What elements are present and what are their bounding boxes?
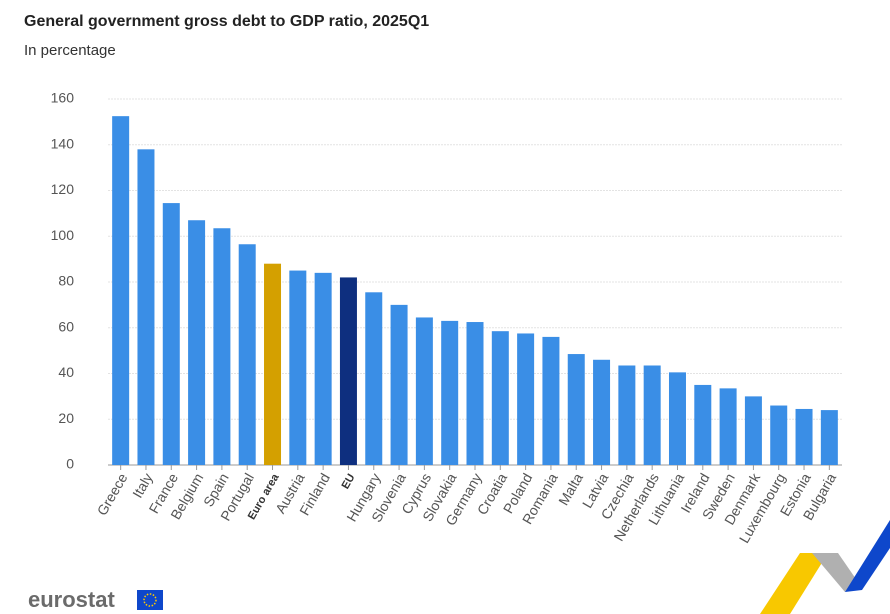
chart-title: General government gross debt to GDP rat… — [24, 13, 429, 30]
logo: eurostat — [28, 587, 163, 612]
decoration — [760, 520, 890, 614]
y-tick-label: 100 — [51, 227, 75, 243]
deco-blue — [845, 520, 890, 592]
bar — [744, 396, 762, 465]
bar — [314, 272, 332, 465]
bar — [188, 220, 206, 465]
x-tick-label: Greece — [94, 470, 131, 518]
bar — [770, 405, 788, 465]
bar — [593, 359, 611, 465]
bar — [213, 228, 231, 465]
y-tick-label: 60 — [58, 318, 74, 334]
deco-yellow — [760, 553, 828, 614]
bar — [162, 203, 180, 466]
bar — [390, 304, 408, 465]
y-tick-label: 140 — [51, 135, 75, 151]
bar — [643, 365, 661, 465]
bar — [466, 322, 484, 465]
bar — [339, 277, 357, 465]
bar — [238, 244, 256, 465]
bar — [618, 365, 636, 465]
logo-text: eurostat — [28, 587, 115, 612]
bar — [441, 320, 459, 465]
bar — [491, 331, 509, 465]
bar — [517, 333, 535, 465]
deco-grey — [812, 553, 858, 592]
bar — [264, 263, 282, 465]
bar — [415, 317, 433, 465]
bar — [567, 354, 585, 465]
bar — [112, 116, 130, 465]
bar — [795, 408, 813, 465]
bar — [694, 384, 712, 465]
y-tick-label: 20 — [58, 410, 74, 426]
bar — [137, 149, 155, 465]
bar — [289, 270, 307, 465]
y-tick-label: 120 — [51, 181, 75, 197]
eu-flag — [137, 590, 163, 610]
y-tick-label: 0 — [66, 456, 74, 472]
chart-subtitle: In percentage — [24, 42, 116, 59]
y-tick-label: 160 — [51, 90, 75, 106]
eu-stars — [143, 593, 157, 607]
bar — [719, 388, 737, 465]
bar — [668, 372, 686, 465]
y-tick-label: 40 — [58, 364, 74, 380]
bar — [820, 410, 838, 465]
bar — [542, 336, 560, 465]
bar — [365, 292, 383, 465]
x-tick-label: EU — [340, 472, 358, 491]
y-tick-label: 80 — [58, 273, 74, 289]
